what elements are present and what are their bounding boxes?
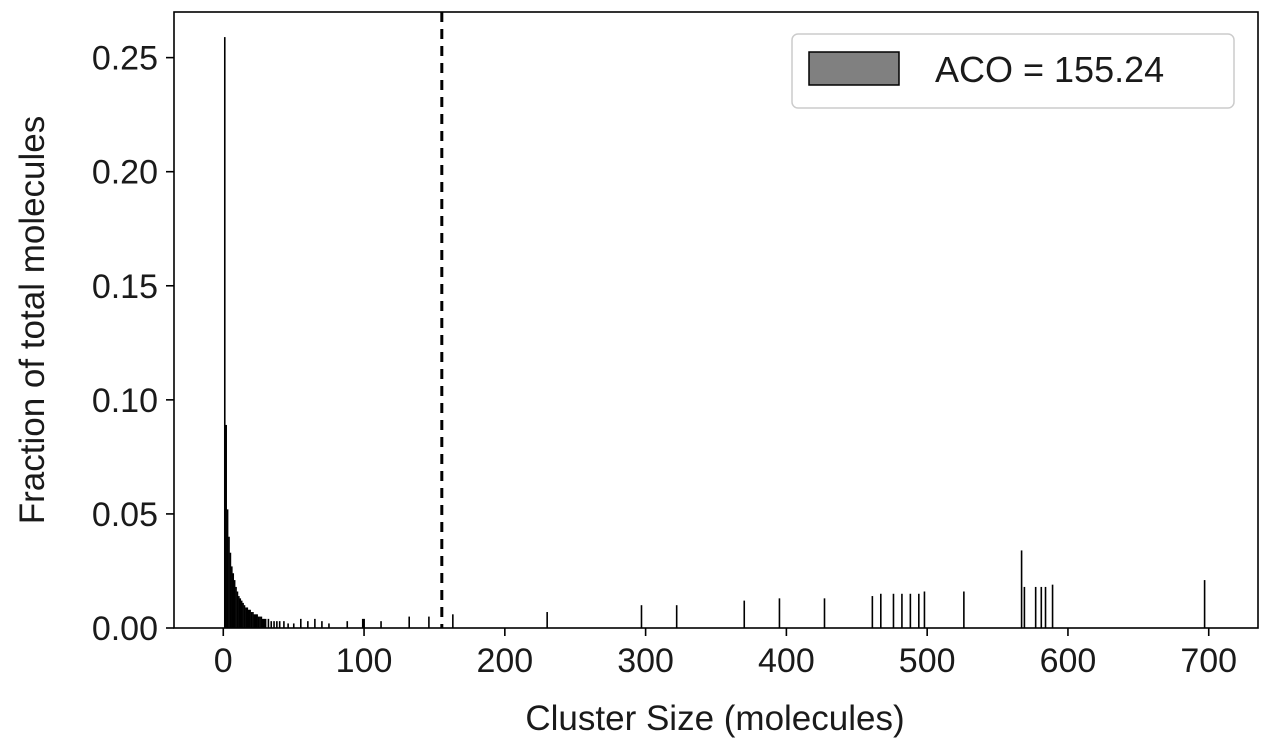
bar — [963, 591, 965, 628]
bar — [287, 623, 289, 628]
bar — [452, 614, 454, 628]
bar — [1040, 586, 1043, 628]
bar — [675, 605, 678, 628]
x-tick-label: 600 — [1040, 642, 1097, 680]
x-tick-label: 200 — [476, 642, 533, 680]
bar — [1023, 586, 1026, 628]
legend-swatch — [808, 51, 900, 86]
bar — [1034, 586, 1037, 628]
bar — [363, 618, 365, 628]
bar — [247, 609, 250, 628]
y-tick-label: 0.00 — [92, 610, 158, 648]
bar — [263, 618, 265, 628]
plot-frame — [173, 11, 1259, 629]
bar — [256, 614, 258, 628]
bar — [892, 593, 895, 628]
x-tick-label: 700 — [1180, 642, 1237, 680]
bar — [314, 618, 316, 628]
bar — [292, 623, 295, 628]
bar — [1020, 550, 1023, 628]
bar — [361, 618, 364, 628]
bar — [283, 621, 285, 628]
bar — [918, 593, 920, 628]
bar — [270, 621, 273, 628]
bar — [1203, 580, 1206, 628]
bar — [246, 607, 249, 628]
bar — [278, 621, 281, 628]
bar — [1044, 586, 1047, 628]
bar — [346, 621, 349, 628]
bar — [245, 607, 247, 628]
bar — [252, 612, 254, 628]
bar — [236, 591, 239, 628]
bar — [923, 591, 926, 628]
bar — [223, 37, 226, 628]
bar — [267, 618, 270, 628]
bar — [823, 598, 826, 628]
x-axis-label: Cluster Size (molecules) — [525, 699, 904, 738]
bar — [909, 593, 912, 628]
bar — [226, 509, 229, 628]
legend-label: ACO = 155.24 — [935, 49, 1164, 90]
y-tick-label: 0.10 — [92, 382, 158, 420]
x-tick-label: 400 — [758, 642, 815, 680]
bar — [250, 612, 253, 628]
x-tick-label: 500 — [899, 642, 956, 680]
bar — [880, 593, 882, 628]
x-tick-label: 0 — [214, 642, 233, 680]
bar — [235, 586, 237, 628]
bar — [380, 621, 382, 628]
bar — [259, 616, 261, 628]
bar — [901, 593, 903, 628]
bar — [328, 623, 330, 628]
x-tick-label: 100 — [336, 642, 393, 680]
bar — [408, 616, 410, 628]
bar — [743, 600, 746, 628]
bar — [273, 621, 275, 628]
y-tick-label: 0.25 — [92, 40, 158, 78]
x-ticks: 0 100 200 300 400 500 600 700 — [214, 628, 1237, 680]
bar — [242, 602, 244, 628]
bar — [640, 605, 643, 628]
bar — [243, 605, 246, 628]
bar — [778, 598, 781, 628]
bar — [254, 614, 257, 628]
bar — [321, 621, 323, 628]
bar — [276, 621, 278, 628]
bar — [228, 536, 230, 628]
bar — [257, 616, 260, 628]
bar — [260, 616, 263, 628]
bar — [546, 612, 548, 628]
bar — [232, 573, 235, 628]
y-tick-label: 0.05 — [92, 496, 158, 534]
bar — [231, 566, 233, 628]
bar — [428, 616, 430, 628]
bar — [307, 621, 309, 628]
bar — [1051, 584, 1054, 628]
y-ticks: 0.00 0.05 0.10 0.15 0.20 0.25 — [92, 40, 174, 648]
bar — [240, 600, 243, 628]
bar — [239, 598, 242, 628]
bar — [229, 552, 232, 628]
bar — [233, 580, 236, 628]
legend-box — [791, 33, 1235, 109]
legend: ACO = 155.24 — [791, 33, 1235, 109]
bar — [238, 596, 240, 628]
y-axis-label: Fraction of total molecules — [13, 116, 52, 525]
y-tick-label: 0.20 — [92, 154, 158, 192]
bar — [261, 618, 264, 628]
bar — [871, 596, 874, 628]
bar — [249, 609, 251, 628]
x-tick-label: 300 — [617, 642, 674, 680]
bar — [264, 618, 267, 628]
y-tick-label: 0.15 — [92, 268, 158, 306]
bar — [253, 614, 256, 628]
bar — [225, 424, 227, 628]
bars-group — [223, 37, 1206, 628]
bar — [299, 618, 302, 628]
